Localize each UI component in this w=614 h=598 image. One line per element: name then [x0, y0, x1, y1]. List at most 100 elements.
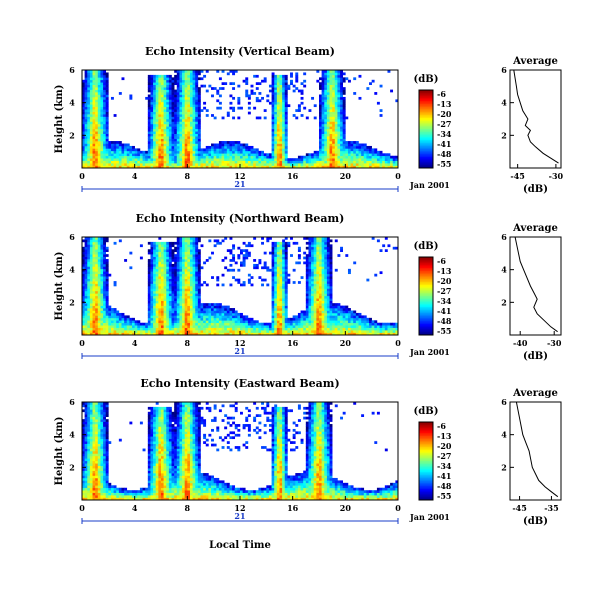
heatmap-cell [379, 155, 383, 159]
heatmap-cell [153, 286, 157, 289]
heatmap-cell [274, 290, 278, 294]
heatmap-cell [340, 133, 343, 137]
heatmap-cell [316, 320, 320, 324]
heatmap-cell [324, 109, 328, 112]
heatmap-cell [216, 150, 220, 154]
heatmap-cell [82, 266, 85, 270]
heatmap-cell [184, 303, 188, 306]
heatmap-cell [105, 290, 109, 294]
heatmap-cell [250, 148, 254, 152]
heatmap-cell [184, 77, 188, 81]
heatmap-cell [324, 70, 328, 73]
heatmap-cell [103, 320, 106, 324]
heatmap-cell [182, 325, 185, 328]
heatmap-cell [121, 77, 125, 81]
heatmap-cell [105, 121, 109, 125]
heatmap-cell [282, 281, 286, 284]
heatmap-cell [268, 268, 272, 272]
heatmap-cell [213, 303, 217, 306]
heatmap-cell [340, 119, 343, 122]
heatmap-cell [390, 160, 394, 164]
heatmap-cell [163, 74, 167, 78]
heatmap-cell [340, 96, 343, 100]
heatmap-cell [187, 327, 191, 331]
heatmap-cell [92, 133, 96, 137]
heatmap-cell [171, 273, 175, 277]
heatmap-cell [189, 70, 193, 73]
heatmap-cell [332, 101, 336, 105]
heatmap-cell [271, 99, 275, 103]
heatmap-cell [208, 310, 212, 314]
heatmap-cell [326, 109, 330, 112]
heatmap-cell [189, 82, 193, 85]
heatmap-cell [279, 148, 283, 152]
heatmap-cell [340, 116, 343, 120]
heatmap-cell [166, 163, 170, 166]
heatmap-cell [282, 249, 286, 252]
heatmap-cell [97, 327, 101, 331]
heatmap-cell [100, 259, 104, 262]
heatmap-cell [332, 114, 336, 117]
heatmap-cell [153, 128, 157, 132]
heatmap-cell [292, 268, 296, 272]
heatmap-cell [329, 79, 333, 83]
heatmap-cell [153, 77, 157, 81]
heatmap-cell [84, 165, 88, 169]
heatmap-cell [153, 251, 157, 255]
heatmap-cell [147, 293, 151, 297]
heatmap-cell [137, 322, 141, 326]
heatmap-cell [261, 330, 264, 333]
heatmap-cell [158, 131, 162, 134]
heatmap-cell [319, 101, 322, 105]
heatmap-cell [171, 293, 175, 297]
heatmap-cell [197, 330, 201, 333]
heatmap-cell [105, 89, 109, 93]
heatmap-cell [97, 249, 101, 252]
heatmap-cell [197, 286, 201, 289]
heatmap-cell [279, 101, 283, 105]
heatmap-cell [147, 310, 151, 314]
heatmap-cell [89, 138, 93, 142]
heatmap-cell [182, 133, 185, 137]
heatmap-cell [187, 72, 191, 76]
heatmap-cell [326, 165, 330, 169]
heatmap-cell [168, 77, 172, 81]
heatmap-cell [150, 249, 154, 252]
heatmap-cell [379, 163, 383, 166]
heatmap-cell [179, 160, 183, 164]
heatmap-cell [197, 273, 201, 277]
heatmap-cell [282, 312, 286, 316]
heatmap-cell [176, 116, 180, 120]
heatmap-cell [266, 330, 270, 333]
heatmap-cell [168, 94, 172, 98]
heatmap-cell [155, 84, 159, 88]
heatmap-cell [168, 128, 172, 132]
heatmap-cell [205, 325, 209, 328]
heatmap-cell [92, 239, 96, 243]
heatmap-cell [192, 246, 196, 250]
heatmap-cell [89, 96, 93, 100]
heatmap-cell [203, 325, 207, 328]
heatmap-cell [103, 239, 106, 243]
heatmap-cell [95, 133, 99, 137]
heatmap-cell [282, 254, 286, 257]
heatmap-cell [313, 241, 317, 245]
heatmap-cell [92, 77, 96, 81]
heatmap-cell [182, 77, 185, 81]
heatmap-cell [271, 271, 275, 275]
heatmap-cell [308, 276, 312, 279]
heatmap-cell [95, 261, 99, 265]
heatmap-cell [232, 330, 236, 333]
heatmap-cell [326, 70, 330, 73]
heatmap-cell [184, 288, 188, 292]
heatmap-cell [250, 158, 254, 161]
heatmap-cell [189, 317, 193, 321]
heatmap-cell [237, 153, 241, 157]
heatmap-cell [150, 300, 154, 304]
heatmap-cell [82, 293, 85, 297]
heatmap-cell [337, 77, 341, 81]
heatmap-cell [184, 150, 188, 154]
heatmap-cell [211, 325, 214, 328]
heatmap-cell [182, 237, 185, 240]
heatmap-cell [284, 273, 288, 277]
